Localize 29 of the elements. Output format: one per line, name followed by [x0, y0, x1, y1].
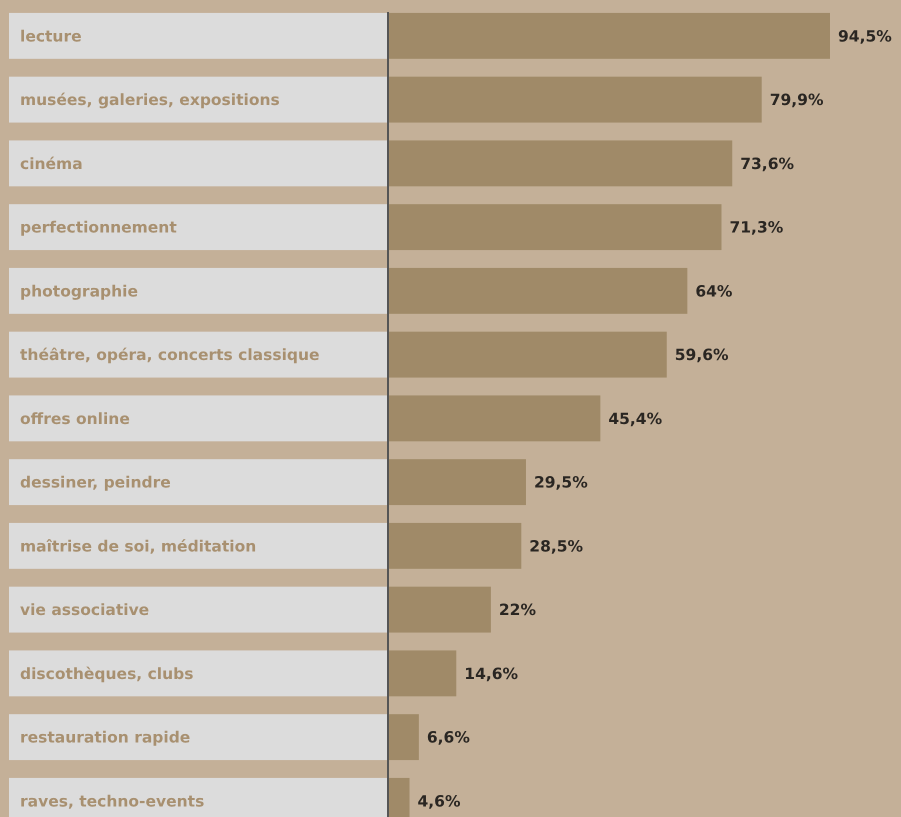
y-tick-label: raves, techno-events [20, 792, 204, 810]
y-tick-label: cinéma [20, 154, 83, 173]
y-tick-label: lecture [20, 27, 82, 46]
data-label: 14,6% [464, 664, 519, 683]
data-label: 59,6% [674, 346, 730, 364]
data-label: 73,6% [740, 154, 794, 173]
bar [388, 714, 419, 760]
y-tick-label: dessiner, peindre [20, 474, 171, 492]
data-label: 79,9% [770, 91, 824, 110]
bar [388, 650, 456, 696]
data-label: 6,6% [426, 728, 470, 747]
data-label: 71,3% [729, 218, 784, 237]
data-label: 4,6% [418, 792, 461, 810]
y-tick-label: offres online [20, 410, 130, 428]
data-label: 94,5% [838, 27, 892, 46]
data-label: 22% [498, 601, 536, 620]
y-tick-label: perfectionnement [20, 218, 178, 237]
data-label: 64% [695, 282, 733, 300]
data-label: 28,5% [529, 537, 584, 556]
y-tick-label: maîtrise de soi, méditation [20, 537, 256, 556]
y-tick-label: discothèques, clubs [20, 664, 194, 683]
data-label: 29,5% [534, 474, 588, 492]
y-tick-label: vie associative [20, 601, 150, 620]
y-tick-label: musées, galeries, expositions [20, 91, 280, 110]
data-label: 45,4% [608, 410, 663, 428]
y-tick-label: photographie [20, 282, 138, 300]
bar [388, 586, 491, 633]
y-tick-label: théâtre, opéra, concerts classique [20, 346, 320, 364]
y-tick-label: restauration rapide [20, 728, 190, 747]
